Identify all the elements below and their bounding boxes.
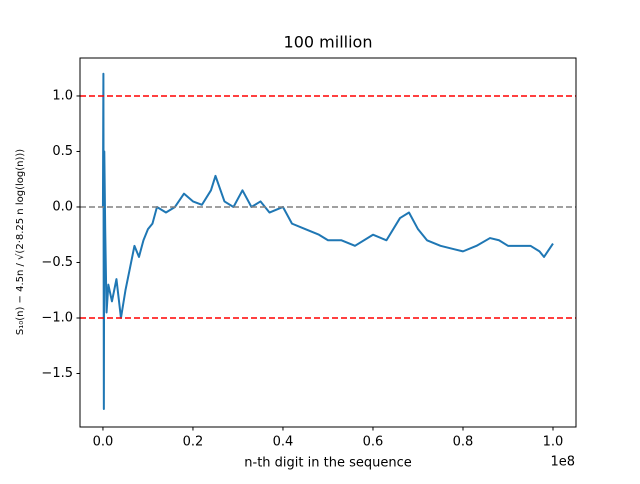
x-tick-label: 0.2	[183, 435, 204, 450]
x-tick-label: 0.8	[453, 435, 474, 450]
x-offset-label: 1e8	[550, 455, 575, 470]
y-tick-label: 0.5	[52, 144, 73, 159]
x-tick-label: 0.6	[363, 435, 384, 450]
y-tick-label: −1.0	[41, 310, 73, 325]
chart-title: 100 million	[284, 33, 373, 52]
y-tick-label: 0.0	[52, 199, 73, 214]
plot-frame	[79, 57, 577, 428]
x-tick-label: 1.0	[543, 435, 564, 450]
x-axis-label: n-th digit in the sequence	[244, 456, 411, 471]
y-axis-label: S₁₀(n) − 4.5n / √(2·8.25 n log(log(n)))	[15, 149, 26, 335]
y-tick-label: −0.5	[41, 255, 73, 270]
x-tick-label: 0.0	[93, 435, 114, 450]
data-line	[101, 72, 554, 411]
y-tick-label: −1.5	[41, 366, 73, 381]
y-tick-label: 1.0	[52, 88, 73, 103]
x-tick-label: 0.4	[273, 435, 294, 450]
